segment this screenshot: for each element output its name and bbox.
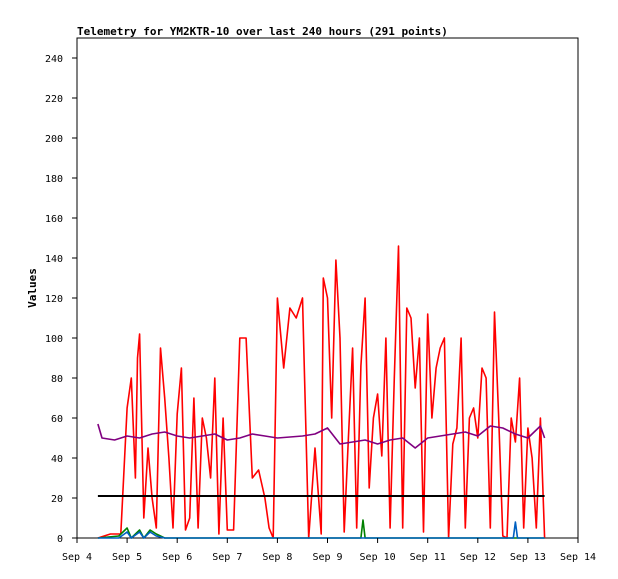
x-tick-label: Sep 6 (162, 552, 192, 563)
chart-title: Telemetry for YM2KTR-10 over last 240 ho… (77, 25, 448, 38)
x-tick-label: Sep 11 (410, 552, 446, 563)
y-tick-label: 200 (45, 134, 63, 145)
x-tick-label: Sep 10 (360, 552, 396, 563)
y-tick-label: 120 (45, 294, 63, 305)
y-tick-label: 0 (57, 534, 63, 545)
x-tick-label: Sep 14 (560, 552, 596, 563)
y-tick-label: 20 (51, 494, 63, 505)
y-tick-label: 220 (45, 94, 63, 105)
series-line-5 (97, 521, 545, 539)
series-line-4 (97, 519, 545, 539)
series-line-1 (97, 245, 546, 539)
y-tick-label: 240 (45, 54, 63, 65)
x-tick-label: Sep 4 (62, 552, 92, 563)
y-tick-label: 180 (45, 174, 63, 185)
y-tick-label: 80 (51, 374, 63, 385)
x-tick-label: Sep 7 (212, 552, 242, 563)
x-tick-label: Sep 9 (312, 552, 342, 563)
y-tick-label: 100 (45, 334, 63, 345)
y-tick-label: 40 (51, 454, 63, 465)
x-tick-label: Sep 8 (262, 552, 292, 563)
y-tick-label: 140 (45, 254, 63, 265)
x-tick-label: Sep 13 (510, 552, 546, 563)
y-axis-label: Values (26, 268, 39, 308)
x-tick-label: Sep 12 (460, 552, 496, 563)
y-tick-label: 60 (51, 414, 63, 425)
y-tick-label: 160 (45, 214, 63, 225)
series-layer (97, 245, 546, 539)
y-axis: 0 20 40 60 80 100 120 140 160 180 200 220 240 (45, 54, 77, 545)
x-axis: Sep 4 Sep 5 Sep 6 Sep 7 Sep 8 Sep 9 Sep 10 Sep … (62, 538, 596, 563)
x-tick-label: Sep 5 (112, 552, 142, 563)
plot-frame (76, 37, 579, 539)
series-line-2 (97, 423, 546, 449)
